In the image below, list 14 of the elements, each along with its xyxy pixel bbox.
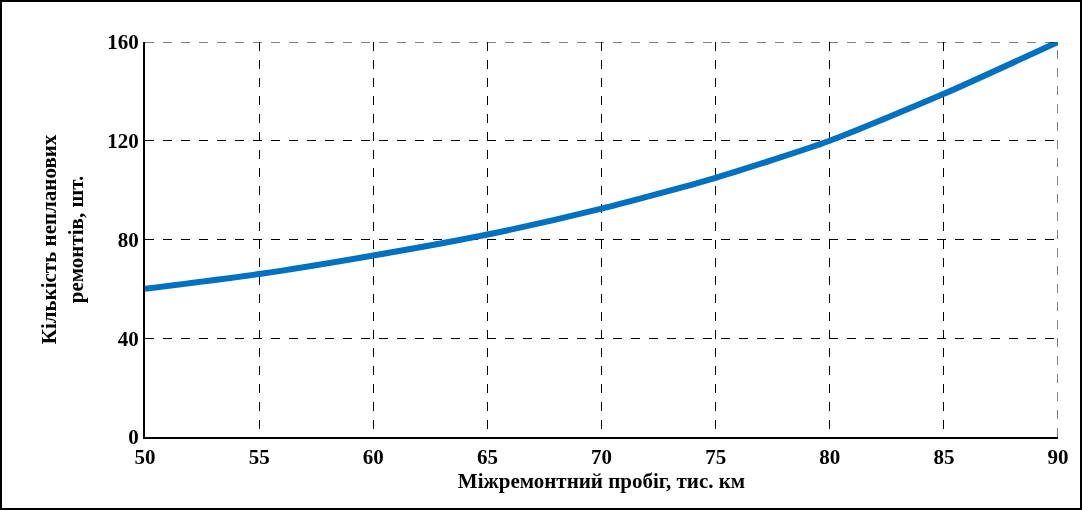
x-tick-label: 70 bbox=[591, 445, 612, 470]
x-tick-label: 80 bbox=[819, 445, 841, 470]
x-tick-label: 90 bbox=[1047, 445, 1069, 470]
x-axis-title: Міжремонтний пробіг, тис. км bbox=[457, 469, 746, 494]
y-tick-label: 80 bbox=[117, 227, 139, 252]
x-tick-label: 60 bbox=[362, 445, 384, 470]
y-tick-label: 160 bbox=[107, 30, 139, 55]
x-tick-label: 65 bbox=[476, 445, 498, 470]
x-tick-label: 55 bbox=[248, 445, 270, 470]
y-tick-label: 120 bbox=[107, 129, 139, 154]
y-tick-label: 40 bbox=[117, 326, 139, 351]
y-axis-title: Кількість непланових ремонтів, шт. bbox=[36, 134, 88, 345]
x-tick-label: 75 bbox=[705, 445, 727, 470]
x-tick-label: 85 bbox=[933, 445, 955, 470]
